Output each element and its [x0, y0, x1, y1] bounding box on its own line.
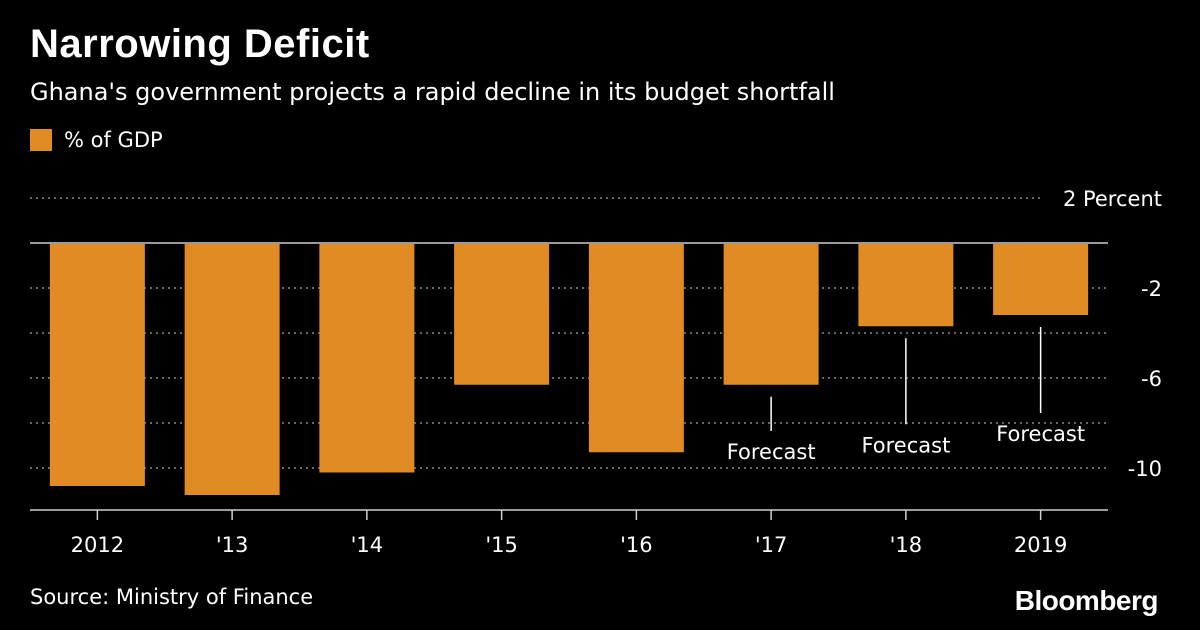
gridlines: [30, 197, 1108, 469]
legend: % of GDP: [30, 128, 163, 152]
x-tick-label: '13: [216, 533, 249, 557]
bar: [723, 243, 819, 385]
x-tick-label: '18: [890, 533, 923, 557]
bar: [858, 243, 954, 327]
bar: [588, 243, 684, 453]
bars: [49, 243, 1089, 495]
annotation-label: Forecast: [996, 422, 1085, 446]
source-note: Source: Ministry of Finance: [30, 585, 314, 609]
x-tick-label: '16: [620, 533, 653, 557]
x-tick-label: '17: [755, 533, 788, 557]
annotation-label: Forecast: [861, 433, 950, 457]
y-tick-label: -6: [1141, 367, 1162, 391]
bar: [993, 243, 1089, 315]
bar: [454, 243, 550, 385]
annotation-label: Forecast: [727, 440, 816, 464]
chart-title: Narrowing Deficit: [30, 22, 370, 66]
legend-label: % of GDP: [64, 128, 163, 152]
y-tick-label: -10: [1128, 457, 1162, 481]
x-tick-label: '15: [485, 533, 518, 557]
bloomberg-logo: Bloomberg: [1014, 585, 1159, 616]
bar: [319, 243, 415, 473]
x-tick-label: '14: [351, 533, 384, 557]
legend-swatch: [30, 129, 52, 151]
axes: 2 Percent -2 -6 -10 2012 '13 '14 '15 '16 '17 '18 20…: [30, 187, 1162, 557]
x-tick-label: 2019: [1014, 533, 1067, 557]
x-tick-label: 2012: [71, 533, 124, 557]
y-tick-label: -2: [1141, 277, 1162, 301]
chart-subtitle: Ghana's government projects a rapid decl…: [30, 78, 835, 106]
bar: [184, 243, 280, 495]
y-tick-label: 2 Percent: [1063, 187, 1162, 211]
annotations: Forecast Forecast Forecast: [727, 327, 1085, 464]
bar: [49, 243, 145, 486]
